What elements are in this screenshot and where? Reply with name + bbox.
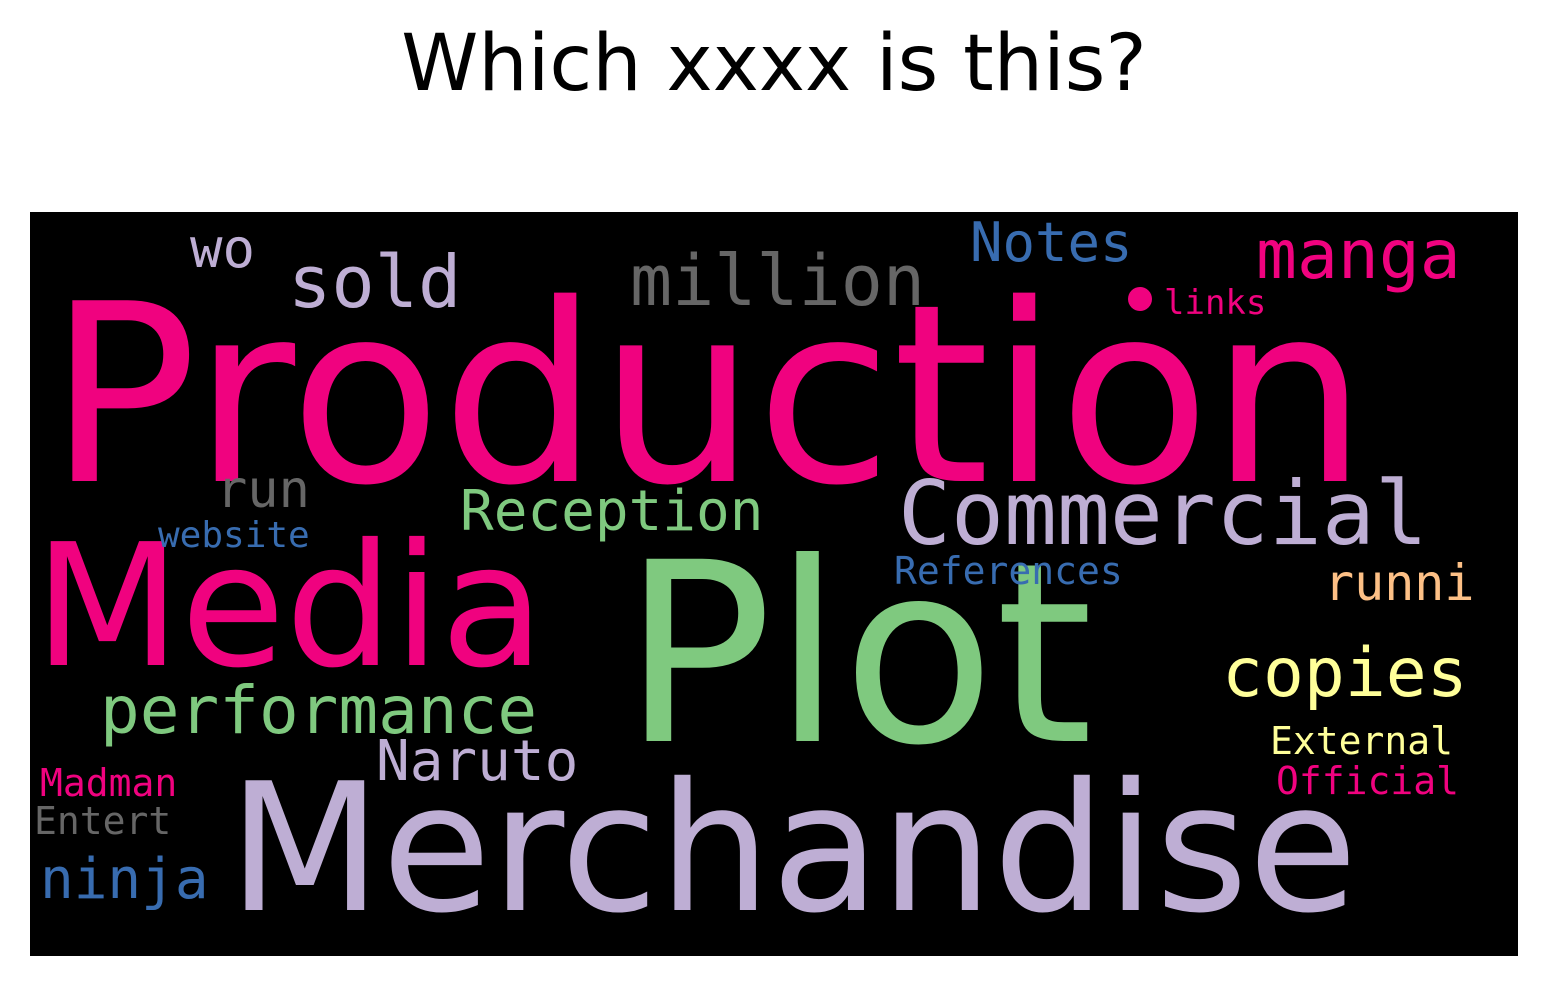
word-madman: Madman [40, 761, 178, 805]
word-references: References [894, 549, 1123, 593]
word-notes: Notes [970, 212, 1133, 274]
word-commercial: Commercial [898, 462, 1428, 565]
word-wo: wo [190, 217, 256, 280]
page-title: Which xxxx is this? [401, 19, 1147, 109]
word-external: External [1270, 719, 1454, 763]
word-naruto: Naruto [376, 729, 579, 794]
word-plot: Plot [622, 509, 1094, 800]
word-manga: manga [1256, 216, 1461, 295]
word-links: links [1164, 283, 1267, 323]
word-sold: sold [288, 240, 462, 324]
word-official: Official [1276, 759, 1460, 803]
word-media: Media [34, 508, 545, 706]
word-ninja: ninja [40, 847, 209, 912]
word-cloud: Production Plot Merchandise Media Commer… [30, 212, 1518, 956]
word-copies: copies [1222, 634, 1468, 713]
word-runni: runni [1324, 554, 1475, 612]
word-million: million [630, 240, 926, 322]
word-run: run [216, 460, 310, 520]
dot-icon [1128, 287, 1152, 311]
word-production: Production [48, 252, 1368, 540]
word-reception: Reception [460, 479, 764, 544]
word-entert: Entert [34, 799, 172, 843]
word-merchandise: Merchandise [228, 745, 1358, 952]
word-website: website [158, 515, 310, 556]
word-performance: performance [100, 672, 538, 749]
